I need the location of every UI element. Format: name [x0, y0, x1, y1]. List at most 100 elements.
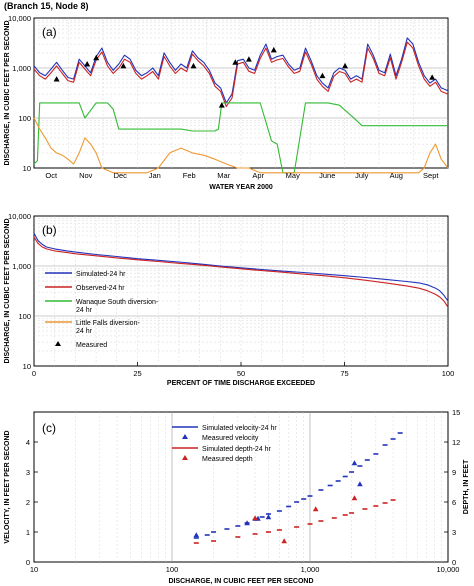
- panel-b-ytick-label: 10,000: [8, 212, 31, 221]
- panel-a-series-observed-24-hr: [33, 41, 449, 108]
- panel-c-legend: Simulated velocity-24 hr Measured veloci…: [172, 425, 277, 463]
- panel-c-point-measured-depth: [281, 538, 287, 544]
- figure-header: (Branch 15, Node 8): [4, 1, 89, 11]
- legend-measured: Measured: [76, 342, 107, 349]
- panel-c-ytick-label: 3: [26, 468, 30, 477]
- panel-a-xtick-oct: Oct: [45, 171, 58, 180]
- panel-a-measured-point: [342, 62, 349, 69]
- panel-c-ytick-label: 0: [26, 558, 30, 567]
- panel-b-legend: Simulated-24 hr Observed-24 hr Wanaque S…: [45, 271, 160, 349]
- panel-c-point-measured-velocity: [244, 520, 250, 526]
- panel-a-measured-point: [53, 76, 60, 82]
- panel-a-ytick-label: 1,000: [12, 64, 31, 73]
- panel-c-ytick-right-label: 3: [452, 528, 456, 537]
- panel-a-xtick-june: June: [319, 171, 335, 180]
- panel-c-xtick-label: 10: [30, 565, 38, 574]
- panel-a-measured-point: [120, 62, 127, 69]
- panel-b-ytick-label: 10: [23, 362, 31, 371]
- panel-a-measured-point: [429, 74, 436, 80]
- panel-a-measured-point: [319, 72, 326, 79]
- panel-c-frame: [33, 411, 449, 563]
- legend-observed: Observed-24 hr: [76, 285, 125, 292]
- panel-b-xtick-label: 100: [442, 369, 455, 378]
- panel-b-label: (b): [42, 223, 57, 237]
- panel-b-series: [33, 233, 449, 308]
- panel-b-grid: [34, 216, 448, 366]
- panel-a-measured-point: [84, 61, 91, 67]
- panel-a-ytick-label: 10,000: [8, 14, 31, 23]
- panel-c-ytick-label: 2: [26, 498, 30, 507]
- panel-a-frame: [33, 17, 449, 169]
- panel-c-point-measured-depth: [312, 506, 319, 512]
- panel-a-xtick-mar: Mar: [217, 171, 230, 180]
- panel-b-ytick-label: 1,000: [12, 262, 31, 271]
- panel-a-measured-point: [218, 102, 225, 108]
- legend-sim-depth: Simulated depth-24 hr: [202, 446, 272, 453]
- panel-c-ytick-label: 4: [26, 438, 30, 447]
- panel-a-xtick-july: July: [355, 171, 369, 180]
- legend-little-falls-line1: Little Falls diversion-: [76, 320, 140, 327]
- panel-c-xtick-label: 10,000: [437, 565, 460, 574]
- panel-c-point-measured-depth: [351, 495, 358, 501]
- panel-b-tick-labels: 0 25 50 75 100 10 100 1,000 10,000: [8, 212, 454, 378]
- panel-a-xtick-may: May: [286, 171, 300, 180]
- panel-a-tick-labels: Oct Nov Dec Jan Feb Mar Apr May June July Aug Sept 1…: [8, 14, 439, 180]
- legend-sim-velocity: Simulated velocity-24 hr: [202, 425, 277, 432]
- panel-a-xtick-dec: Dec: [114, 171, 128, 180]
- panel-a-measured-point: [232, 59, 239, 65]
- panel-c-label: (c): [42, 421, 56, 435]
- legend-swatch-measured: [55, 341, 61, 346]
- panel-c-series: [193, 432, 403, 544]
- panel-a-xtick-aug: Aug: [390, 171, 403, 180]
- legend-swatch-meas-velocity: [182, 434, 188, 439]
- panel-b-xtick-label: 75: [340, 369, 348, 378]
- panel-c-point-measured-velocity: [351, 460, 358, 466]
- panel-c-xtick-label: 100: [166, 565, 179, 574]
- panel-b: 0 25 50 75 100 10 100 1,000 10,000 (b) PERCENT O…: [4, 212, 454, 387]
- panel-a-measured-point: [245, 56, 252, 62]
- panel-a-xtick-sept: Sept: [423, 171, 439, 180]
- panel-a-xtick-apr: Apr: [252, 171, 264, 180]
- panel-b-ytick-label: 100: [18, 312, 31, 321]
- panel-c-ylabel-right: DEPTH, IN FEET: [463, 459, 470, 514]
- panel-a-measured-point: [190, 62, 197, 69]
- legend-wanaque: Wanaque South diversion- 24 hr: [76, 299, 160, 314]
- legend-meas-depth: Measured depth: [202, 456, 253, 463]
- panel-a-ylabel: DISCHARGE, IN CUBIC FEET PER SECOND: [4, 20, 11, 165]
- legend-swatch-meas-depth: [182, 455, 188, 460]
- panel-c-ytick-right-label: 12: [452, 438, 460, 447]
- panel-c-ytick-right-label: 9: [452, 468, 456, 477]
- panel-a-series-wanaque-south-diversion-24-hr: [33, 102, 448, 174]
- panel-c-ytick-right-label: 0: [452, 558, 456, 567]
- panel-c-point-measured-velocity: [357, 481, 363, 487]
- panel-a-xlabel: WATER YEAR 2000: [209, 184, 273, 191]
- panel-b-series-simulated-24-hr: [33, 233, 449, 302]
- panel-c-xlabel: DISCHARGE, IN CUBIC FEET PER SECOND: [168, 578, 313, 585]
- panel-a-xtick-nov: Nov: [79, 171, 93, 180]
- panel-a-series-simulated-24-hr: [33, 37, 449, 104]
- panel-c-ytick-right-label: 15: [452, 408, 460, 417]
- panel-c-point-measured-depth: [252, 515, 258, 521]
- panel-a-label: (a): [42, 25, 57, 39]
- panel-c-ylabel: VELOCITY, IN FEET PER SECOND: [4, 430, 11, 543]
- panel-a-ytick-label: 10: [23, 164, 31, 173]
- panel-a-xtick-jan: Jan: [149, 171, 161, 180]
- panel-b-xtick-label: 50: [237, 369, 245, 378]
- panel-b-xlabel: PERCENT OF TIME DISCHARGE EXCEEDED: [167, 380, 315, 387]
- panel-a-series-little-falls-diversion-24-hr: [33, 117, 449, 174]
- panel-a: Oct Nov Dec Jan Feb Mar Apr May June July Aug Sept 1…: [4, 14, 449, 191]
- legend-wanaque-line1: Wanaque South diversion-: [76, 299, 159, 306]
- legend-little-falls: Little Falls diversion- 24 hr: [76, 320, 142, 335]
- panel-a-grid: [34, 18, 448, 168]
- panel-c-point-measured-velocity: [265, 514, 272, 520]
- panel-b-xtick-label: 0: [32, 369, 36, 378]
- legend-meas-velocity: Measured velocity: [202, 435, 259, 442]
- panel-b-xtick-label: 25: [133, 369, 141, 378]
- panel-a-xtick-feb: Feb: [183, 171, 196, 180]
- legend-wanaque-line2: 24 hr: [76, 307, 93, 314]
- panel-a-measured-point: [93, 54, 100, 61]
- panel-a-ytick-label: 100: [18, 114, 31, 123]
